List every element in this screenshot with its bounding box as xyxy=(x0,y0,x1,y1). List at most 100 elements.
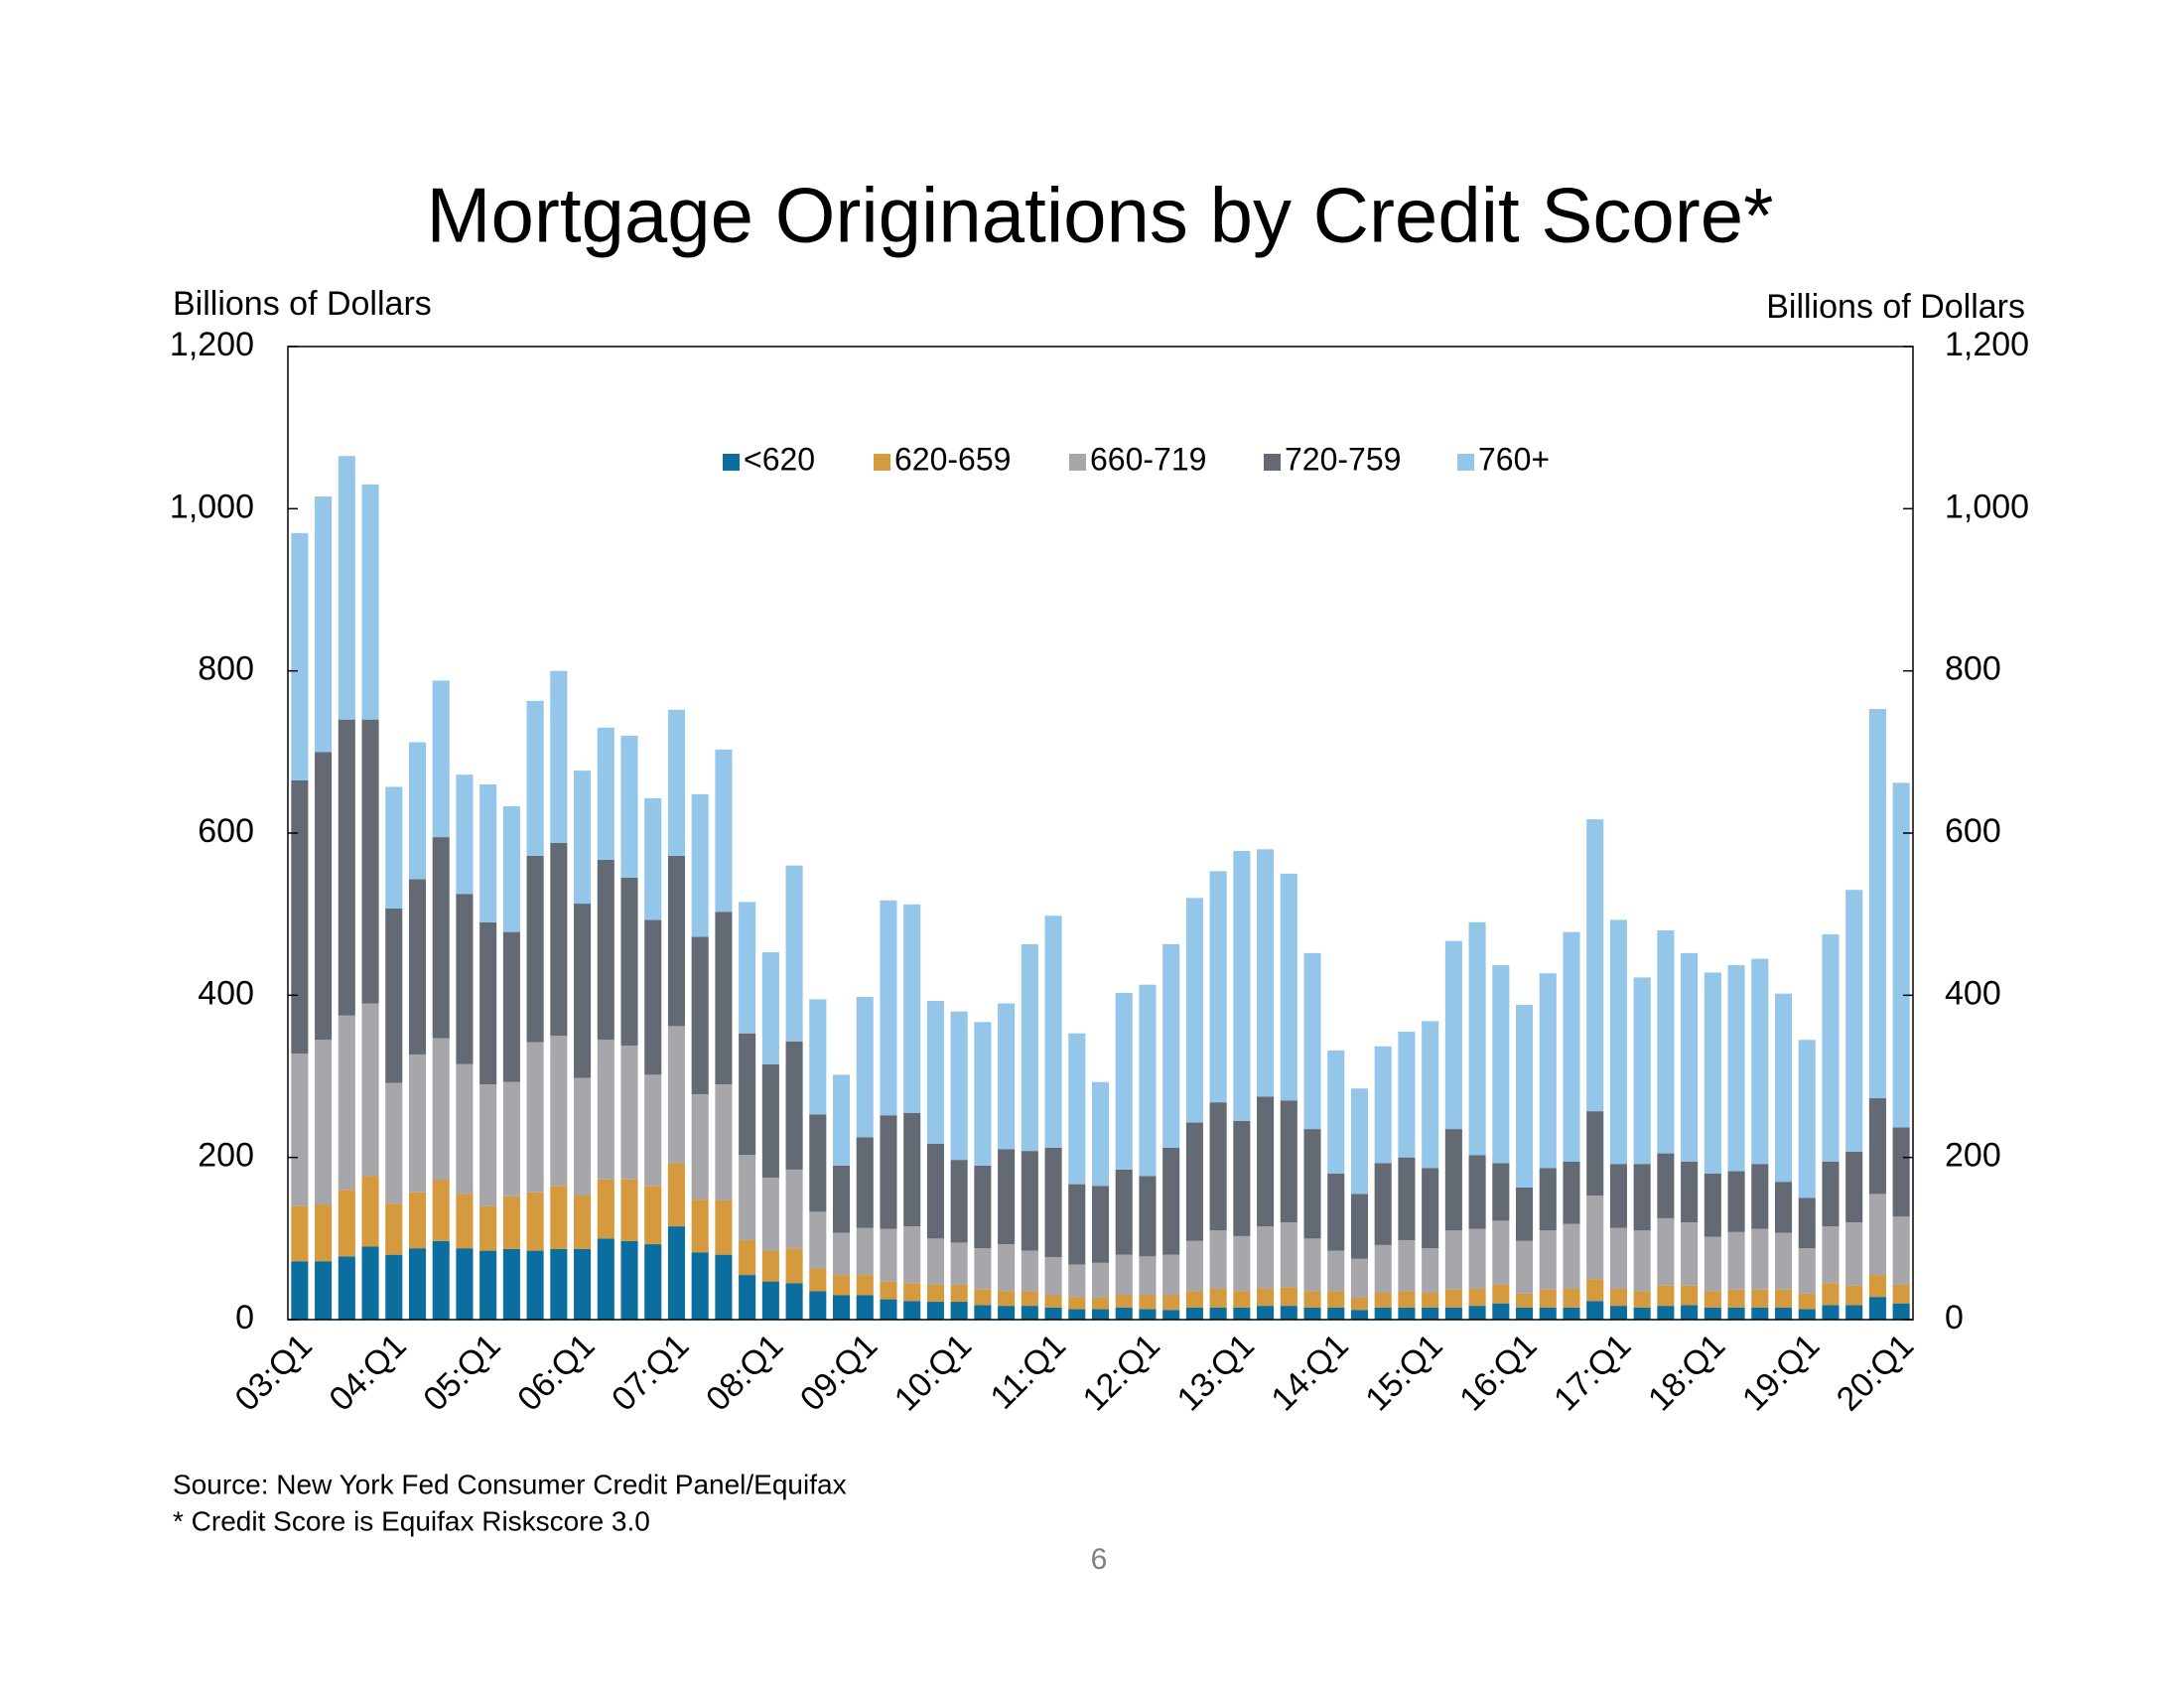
bar-segment xyxy=(691,1199,709,1253)
y2-axis-title: Billions of Dollars xyxy=(1766,288,2025,326)
bar-segment xyxy=(715,1254,733,1320)
bar-segment xyxy=(950,1011,968,1161)
bar-segment xyxy=(809,1291,827,1320)
bar-segment xyxy=(832,1232,851,1276)
bar-segment xyxy=(1539,1307,1557,1320)
bar-segment xyxy=(1327,1291,1345,1308)
bar-segment xyxy=(1115,1295,1133,1308)
bar-segment xyxy=(526,1250,544,1320)
bar-segment xyxy=(1115,1254,1133,1296)
bar-segment xyxy=(1280,1100,1297,1222)
bar-segment xyxy=(1516,1187,1534,1241)
bar-segment xyxy=(950,1284,968,1303)
bar-segment xyxy=(950,1242,968,1285)
bar-segment xyxy=(1444,1307,1462,1320)
bar-segment xyxy=(667,1226,685,1320)
bar-segment xyxy=(1868,1098,1886,1195)
bar-segment xyxy=(926,1302,944,1320)
bar-segment xyxy=(597,727,614,860)
bar-segment xyxy=(809,1114,827,1212)
bar-segment xyxy=(1516,1307,1534,1320)
bar-segment xyxy=(998,1306,1016,1320)
y2-tick-label: 800 xyxy=(1945,650,2001,688)
legend-swatch xyxy=(874,454,890,471)
bar-segment xyxy=(1492,1220,1510,1285)
bar-segment xyxy=(1422,1248,1439,1294)
bar-segment xyxy=(1162,1254,1180,1296)
bar-segment xyxy=(574,771,592,905)
bar-segment xyxy=(1822,934,1840,1162)
bar-segment xyxy=(574,1077,592,1196)
bar-segment xyxy=(1327,1174,1345,1251)
legend-label: 620-659 xyxy=(894,441,1011,477)
bar-segment xyxy=(1774,1232,1793,1290)
bar-segment xyxy=(644,797,662,920)
bar-segment xyxy=(1868,1275,1886,1298)
bar-segment xyxy=(832,1074,851,1166)
bar-segment xyxy=(526,1042,544,1193)
bar-segment xyxy=(926,1284,944,1303)
bar-segment xyxy=(620,877,638,1046)
bar-segment xyxy=(502,1196,520,1249)
bar-segment xyxy=(880,1299,897,1320)
bar-segment xyxy=(1468,1288,1486,1307)
bar-segment xyxy=(1727,1289,1745,1308)
bar-segment xyxy=(809,1268,827,1292)
bar-segment xyxy=(903,1283,921,1302)
bar-segment xyxy=(1563,931,1580,1162)
bar-segment xyxy=(739,902,756,1034)
bar-segment xyxy=(856,1295,874,1320)
bar-segment xyxy=(974,1248,992,1290)
y-tick-label: 1,000 xyxy=(170,488,254,525)
bar-segment xyxy=(1516,1240,1534,1294)
bar-segment xyxy=(1374,1163,1392,1245)
bar-segment xyxy=(1727,965,1745,1172)
bar-segment xyxy=(385,1082,403,1204)
bar-segment xyxy=(1798,1309,1816,1320)
bar-segment xyxy=(291,1261,309,1320)
bar-segment xyxy=(456,1063,474,1195)
bar-segment xyxy=(1233,1235,1251,1292)
bar-segment xyxy=(809,999,827,1115)
bar-segment xyxy=(715,912,733,1085)
bar-segment xyxy=(1303,1129,1321,1239)
bar-segment xyxy=(1044,1307,1062,1320)
x-tick-label: 15:Q1 xyxy=(1358,1327,1449,1418)
bar-segment xyxy=(1657,1153,1675,1218)
source-note: Source: New York Fed Consumer Credit Pan… xyxy=(173,1469,847,1499)
bar-segment xyxy=(1704,972,1721,1174)
bar-segment xyxy=(1657,930,1675,1154)
bar-segment xyxy=(1044,1295,1062,1308)
bar-segment xyxy=(361,1003,379,1177)
bar-segment xyxy=(1185,1122,1203,1241)
bar-segment xyxy=(1516,1005,1534,1188)
bar-segment xyxy=(1868,1297,1886,1320)
bar-segment xyxy=(1422,1021,1439,1169)
bar-segment xyxy=(1115,992,1133,1170)
bar-segment xyxy=(315,496,333,753)
bar-segment xyxy=(1492,965,1510,1164)
bar-segment xyxy=(1657,1285,1675,1307)
bar-segment xyxy=(1657,1217,1675,1286)
bar-segment xyxy=(880,1115,897,1229)
bar-segment xyxy=(1257,1096,1275,1227)
bar-segment xyxy=(974,1305,992,1320)
bar-segment xyxy=(456,1248,474,1320)
bar-segment xyxy=(1209,1102,1227,1231)
legend-label: 760+ xyxy=(1478,441,1550,477)
bar-segment xyxy=(880,900,897,1116)
bar-segment xyxy=(1798,1040,1816,1198)
bar-segment xyxy=(1068,1184,1086,1265)
bar-segment xyxy=(856,1227,874,1276)
bar-segment xyxy=(1185,1291,1203,1308)
bar-segment xyxy=(361,719,379,1004)
bar-segment xyxy=(597,1179,614,1239)
legend-swatch xyxy=(723,454,740,471)
bar-segment xyxy=(715,749,733,913)
bar-segment xyxy=(856,1137,874,1228)
legend-label: <620 xyxy=(744,441,815,477)
bar-segment xyxy=(597,859,614,1041)
bar-segment xyxy=(832,1275,851,1296)
bar-segment xyxy=(479,1250,497,1320)
bar-segment xyxy=(1115,1307,1133,1320)
